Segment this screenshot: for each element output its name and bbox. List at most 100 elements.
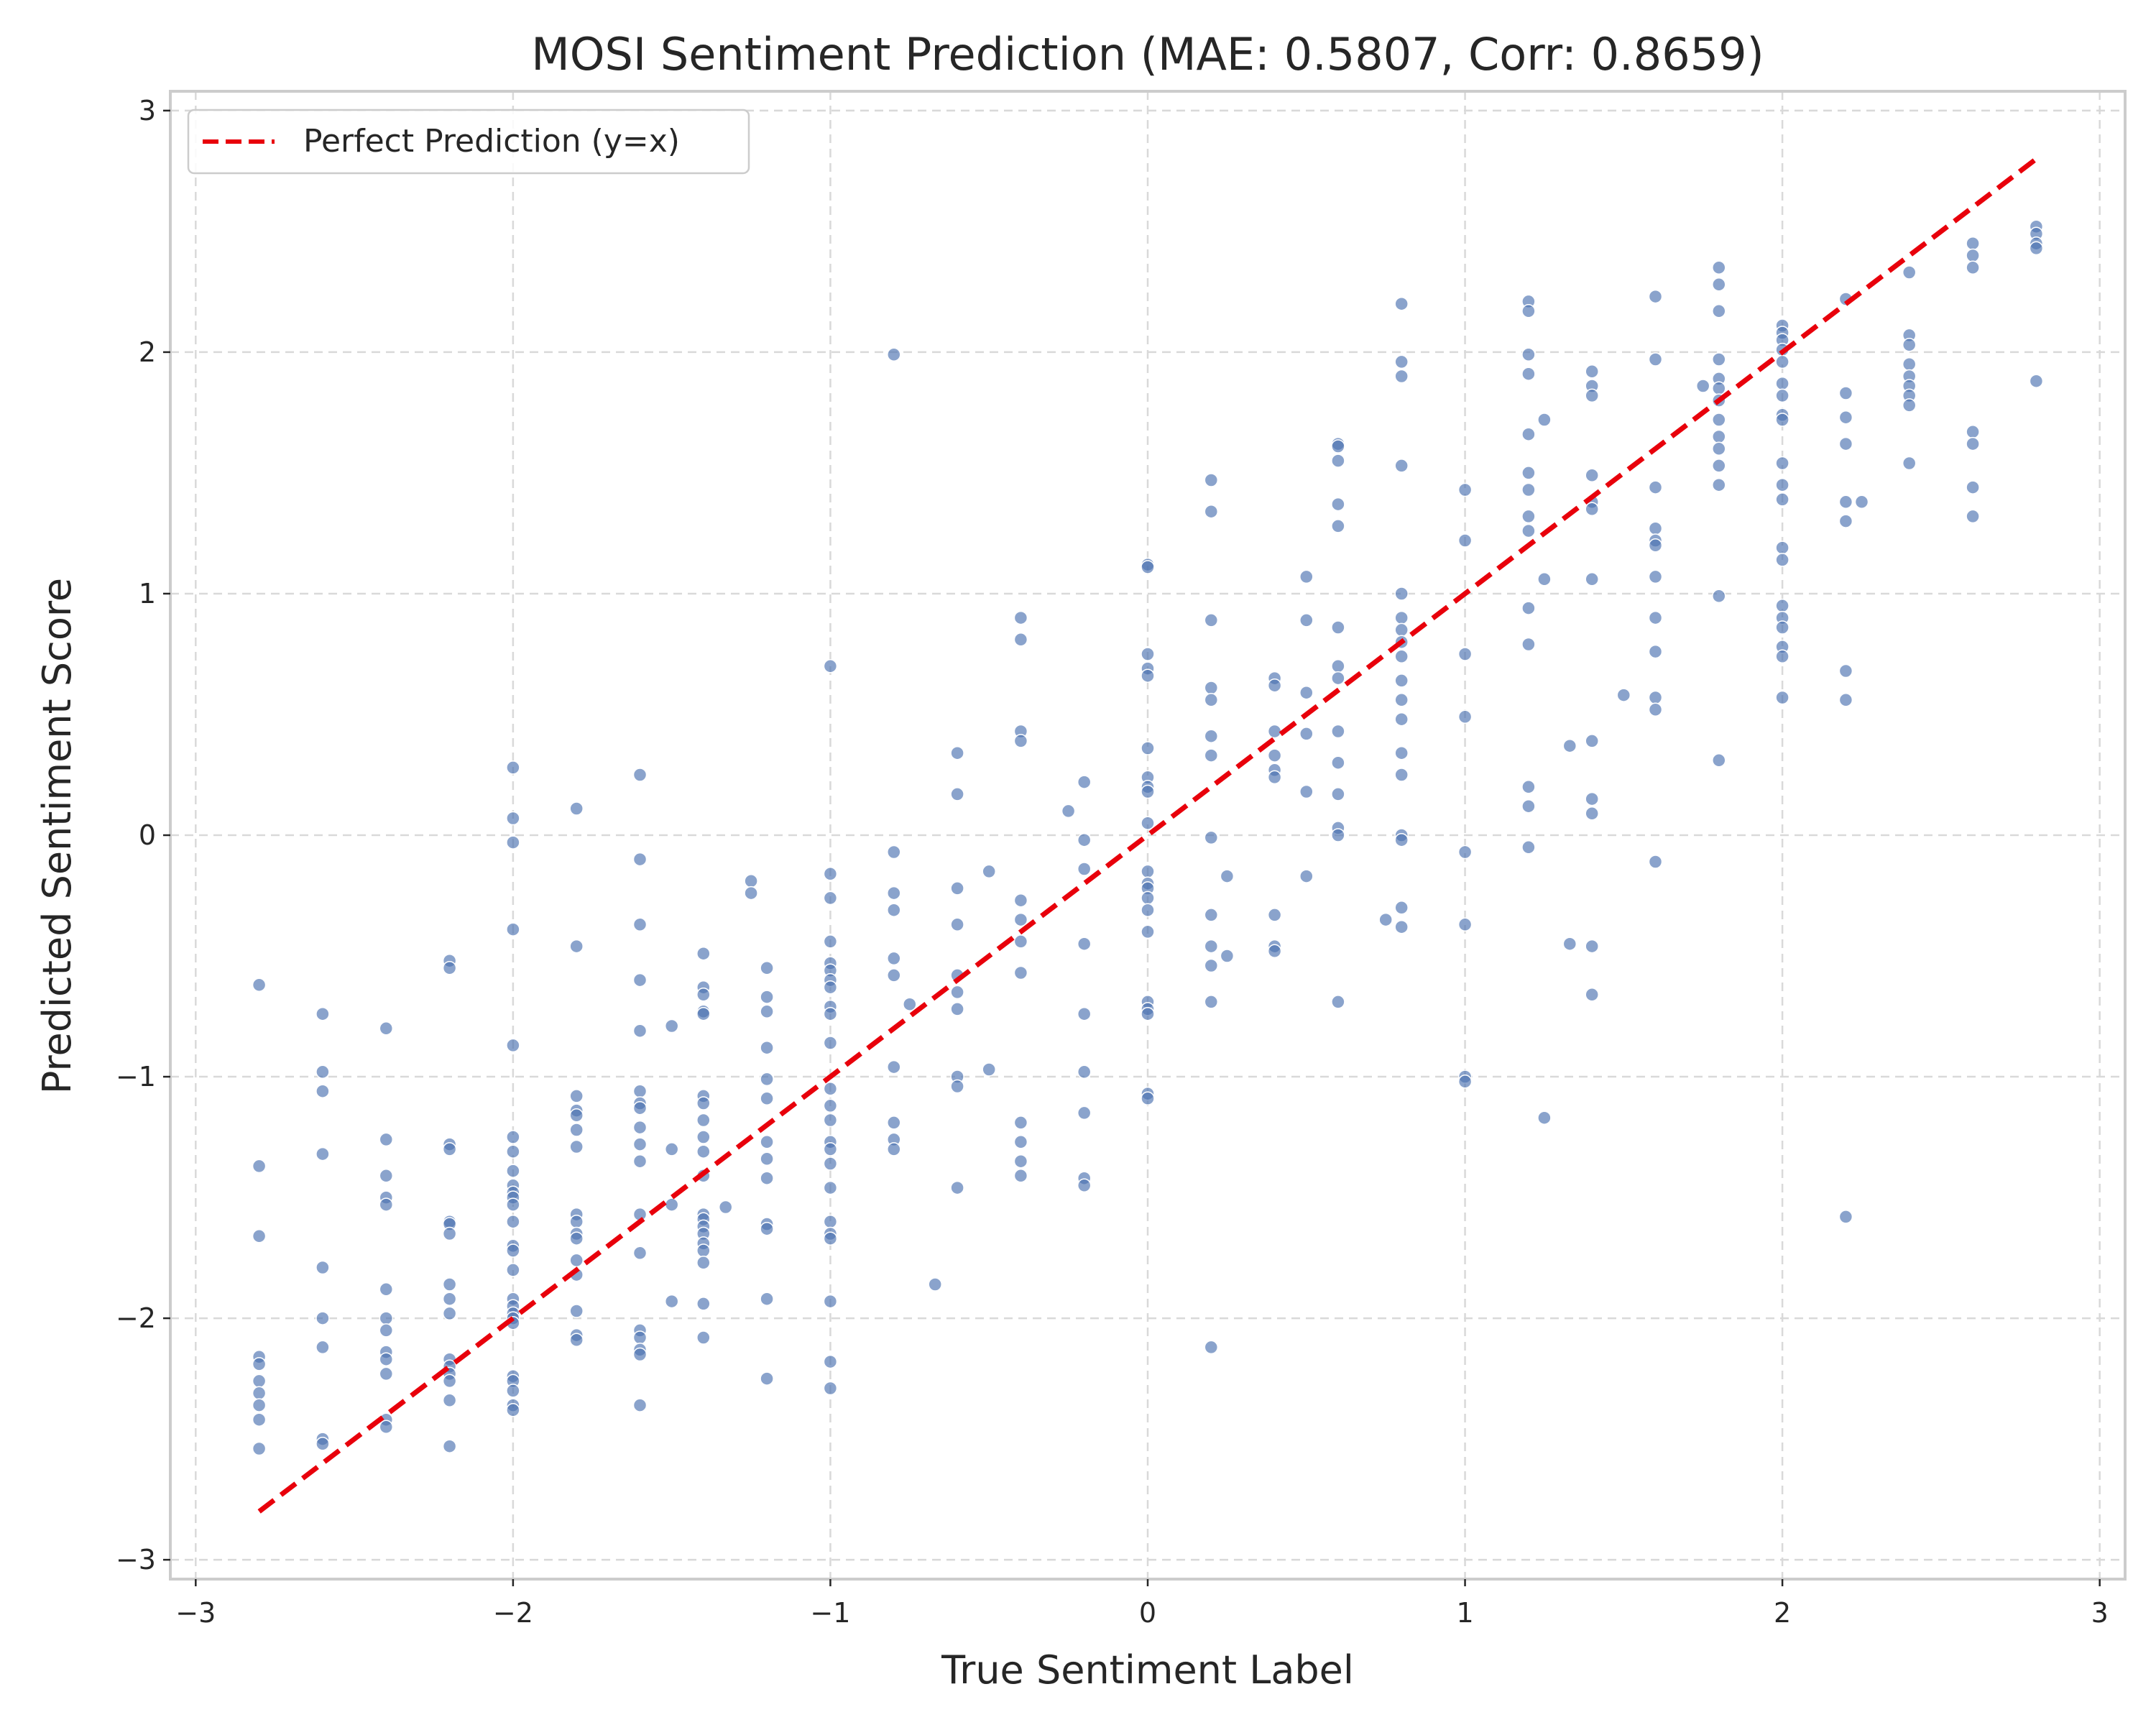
data-point [1331,671,1345,686]
data-point [632,1137,648,1151]
data-point [1204,729,1219,743]
data-point [696,1006,711,1021]
data-point [1013,1154,1028,1169]
data-point [1585,572,1599,586]
data-point [1013,610,1028,625]
reference-line-layer [257,157,2038,1514]
data-point [718,1200,733,1215]
data-point [1394,459,1409,473]
data-point [1204,681,1219,695]
data-point [664,1142,679,1156]
data-point [1775,553,1789,567]
data-point [632,1024,648,1038]
data-point [1562,937,1577,951]
data-point [760,1004,774,1019]
data-point [1712,304,1726,318]
data-point [1902,338,1917,352]
data-point [1457,533,1473,548]
data-point [1712,260,1726,275]
data-point [1457,482,1473,497]
data-point [632,1120,648,1135]
data-point [887,1059,901,1075]
data-point [823,867,838,881]
data-point [1267,908,1282,922]
data-point [760,961,774,975]
data-point [1141,903,1155,917]
data-point [632,852,648,867]
data-point [1141,647,1155,661]
data-point [315,1064,330,1080]
data-point [632,1398,648,1412]
data-point [1838,663,1853,678]
data-point [442,961,457,975]
data-point [696,988,711,1002]
data-point [1077,832,1092,847]
data-point [315,1260,330,1275]
legend-label-perfect-prediction: Perfect Prediction (y=x) [303,123,680,160]
data-point [506,1038,520,1053]
data-point [506,1164,520,1178]
data-point [506,1197,520,1212]
data-point [823,980,838,995]
data-point [252,1412,267,1427]
data-point [632,768,648,782]
data-point [823,1180,838,1195]
data-point [744,874,758,888]
data-point [2029,241,2044,256]
data-point [1141,891,1155,906]
data-point [823,1381,838,1396]
y-tick-label: 0 [139,819,156,851]
data-point [696,1096,711,1110]
data-point [1013,1135,1028,1149]
data-point [1204,830,1219,845]
data-point [1585,468,1599,483]
data-point [982,1062,996,1077]
data-point [696,1144,711,1159]
data-point [1838,514,1853,528]
data-point [1394,649,1409,664]
data-point [315,1006,330,1021]
data-point [1299,685,1314,700]
data-point [632,1084,648,1098]
data-point [1521,601,1536,615]
data-point [1394,745,1409,760]
data-point [1648,352,1663,367]
data-point [1394,768,1409,782]
data-point [632,1246,648,1261]
data-point [1394,369,1409,384]
data-point [379,1169,394,1183]
data-point [1838,693,1853,707]
data-point [1712,753,1726,768]
data-point [1331,724,1345,739]
data-point [1141,924,1155,939]
data-point [1013,912,1028,927]
data-point [887,951,901,966]
data-point [823,1214,838,1229]
data-point [760,1292,774,1306]
data-point [442,1393,457,1408]
data-point [696,1130,711,1144]
data-point [823,659,838,673]
data-point [442,1306,457,1321]
data-point [823,1354,838,1369]
data-point [823,1006,838,1021]
data-point [1902,356,1917,372]
data-point [506,1243,520,1258]
data-point [1204,939,1219,954]
data-point [1457,1075,1473,1089]
data-point [1585,364,1599,379]
data-point [1013,1116,1028,1130]
data-point [1775,354,1789,369]
data-point [1331,659,1345,673]
data-point [442,1277,457,1292]
data-point [1775,413,1789,427]
data-point [1331,497,1345,512]
data-point [1966,436,1980,451]
data-point [760,1072,774,1087]
data-point [1838,410,1853,425]
data-point [569,1231,584,1246]
data-point [1077,862,1092,876]
data-point [1394,610,1409,625]
data-point [887,886,901,901]
data-point [950,787,964,801]
